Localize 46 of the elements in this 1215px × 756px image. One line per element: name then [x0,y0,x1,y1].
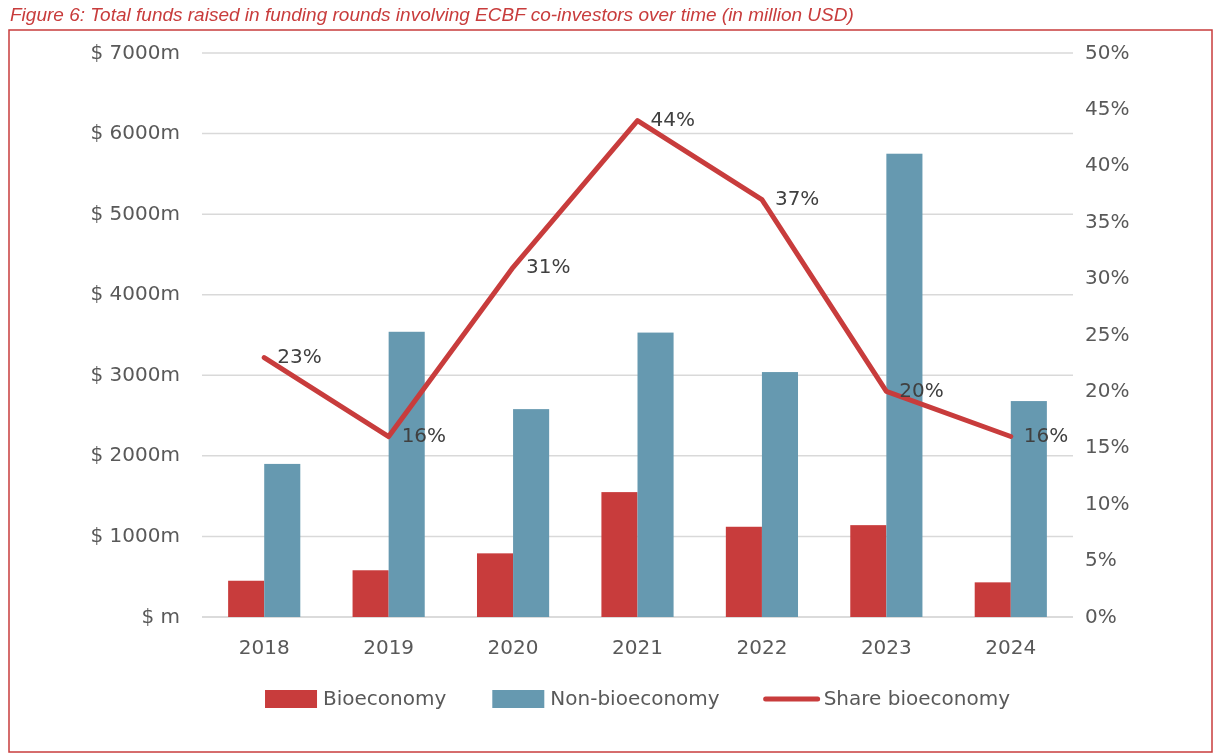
x-tick-label: 2018 [238,634,290,659]
y-tick-label: $ 5000m [90,200,180,225]
y-tick-label: $ 1000m [90,522,180,547]
bar [228,580,265,617]
y-tick-label: $ 4000m [90,281,180,306]
y-tick-label: $ 6000m [90,120,180,145]
bar [352,570,389,617]
y-tick-label: $ 3000m [90,361,180,386]
data-label: 23% [277,344,322,369]
bar [725,526,762,617]
x-tick-label: 2024 [985,634,1037,659]
data-label: 31% [526,253,571,278]
bar [513,409,550,617]
y2-tick-label: 20% [1085,377,1130,402]
chart-title: Figure 6: Total funds raised in funding rounds involving ECBF co-investors over time (in million USD) [10,4,854,25]
x-tick-label: 2019 [363,634,415,659]
y-tick-label: $ 2000m [90,442,180,467]
bar [637,332,674,617]
x-tick-label: 2023 [860,634,912,659]
data-label: 20% [899,377,944,402]
x-tick-label: 2020 [487,634,539,659]
y-tick-label: $ m [141,603,180,628]
bar [761,372,799,617]
legend-label: Non-bioeconomy [550,685,720,710]
bar [974,582,1011,617]
y2-tick-label: 15% [1085,434,1130,459]
data-label: 44% [650,107,695,132]
bar [476,553,514,617]
x-tick-label: 2021 [612,634,663,659]
legend-label: Bioeconomy [323,685,447,710]
legend-label: Share bioeconomy [823,685,1011,710]
y2-tick-label: 25% [1085,321,1130,346]
y2-tick-label: 40% [1085,152,1130,177]
y2-tick-label: 50% [1085,39,1130,64]
y2-tick-label: 0% [1085,603,1117,628]
bar [264,463,301,617]
y-tick-label: $ 7000m [90,39,180,64]
y2-tick-label: 5% [1085,547,1117,572]
bar [601,492,638,617]
y2-tick-label: 30% [1085,265,1130,290]
x-tick-label: 2022 [736,634,788,659]
y2-tick-label: 10% [1085,490,1130,515]
data-label: 37% [774,186,820,211]
y2-tick-label: 45% [1085,95,1130,120]
y2-tick-label: 35% [1085,208,1130,233]
bar [850,525,887,617]
